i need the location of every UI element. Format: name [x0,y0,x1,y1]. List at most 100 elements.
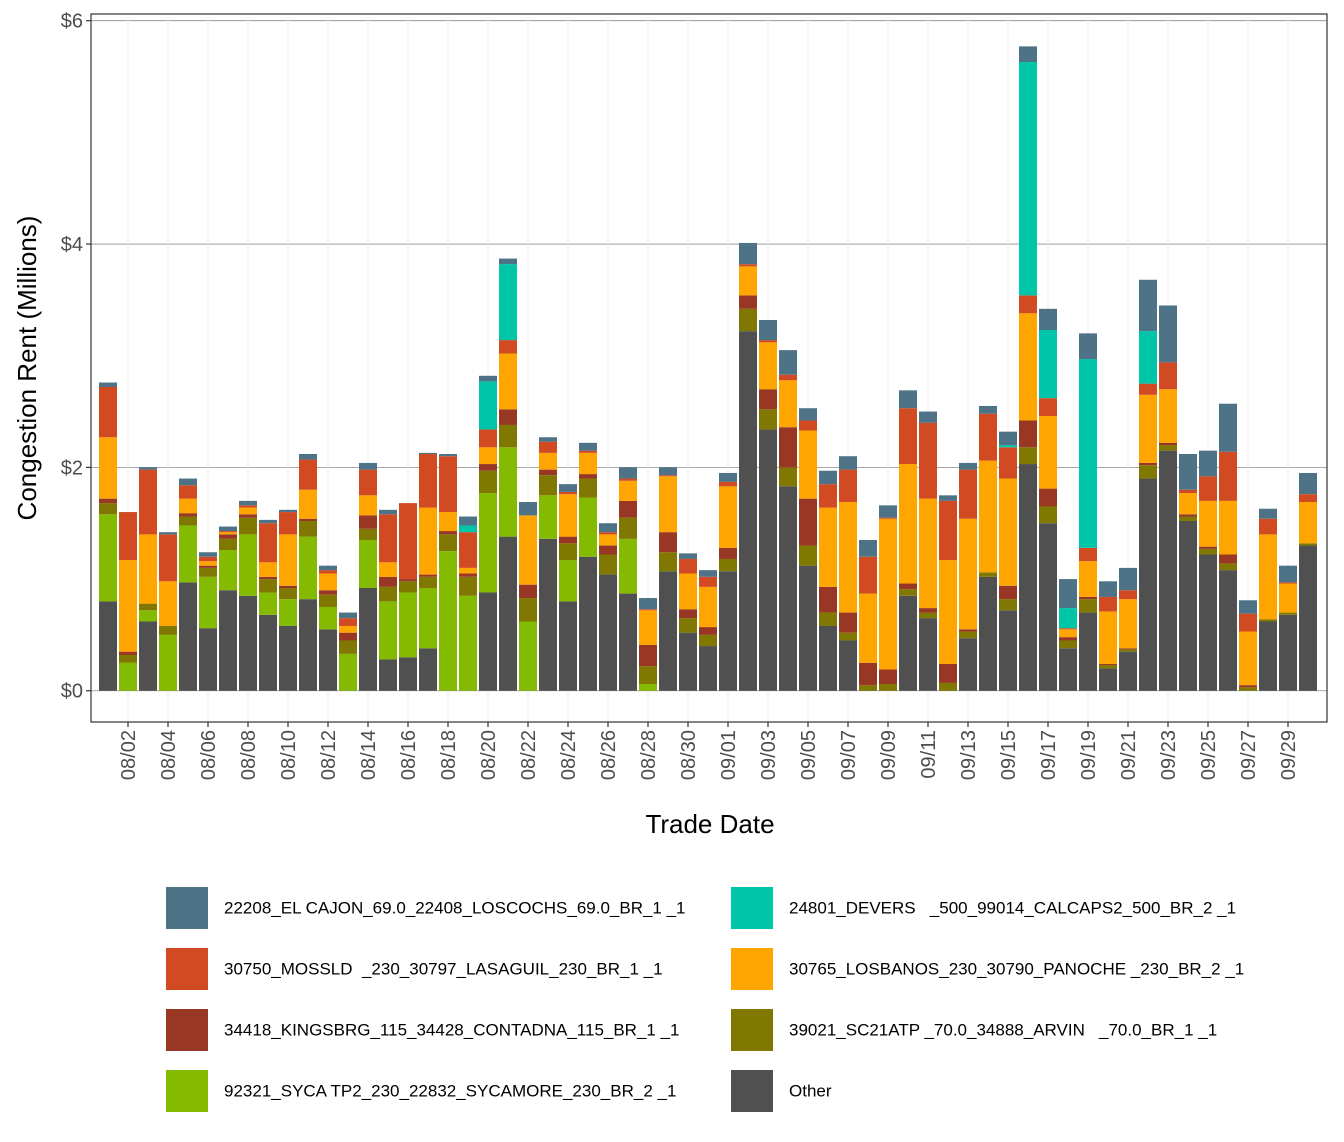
bar-segment [339,640,357,654]
bar-segment [1279,612,1297,615]
bar-segment [259,614,277,691]
bar-segment [679,609,697,619]
bar-segment [599,523,617,533]
bar-segment [839,632,857,641]
bar-segment [999,445,1017,448]
bar-segment [239,595,257,691]
legend-key [731,1070,773,1112]
bar-segment [539,495,557,539]
x-tick-label: 09/07 [838,730,860,780]
bar-segment [639,644,657,667]
bar-segment [99,601,117,691]
bar-segment [399,581,417,593]
bar-segment [119,512,137,561]
bar-segment [619,517,637,539]
bar-segment [1179,516,1197,521]
bar-segment [119,560,137,652]
bar-segment [979,460,997,573]
bar-segment [779,467,797,487]
bar-segment [119,654,137,663]
bar-segment [819,625,837,691]
bar-segment [159,581,177,626]
bar-segment [299,520,317,537]
y-tick-label: $6 [61,11,83,33]
bar-segment [359,462,377,470]
x-tick-label: 09/29 [1278,730,1300,780]
bar-segment [879,505,897,518]
bar-segment [599,545,617,555]
bar-segment [699,570,717,577]
x-tick-label: 08/10 [278,730,300,780]
bar-segment [559,601,577,691]
bar-segment [499,536,517,691]
bar-segment [1019,447,1037,465]
bar-segment [219,550,237,591]
bar-segment [1159,442,1177,446]
bar-segment [239,534,257,596]
bar-segment [1159,305,1177,363]
bar-segment [639,598,657,610]
bar-segment [459,567,477,574]
bar-segment [959,631,977,639]
bar-segment [339,632,357,641]
bar-segment [1079,333,1097,360]
bar-segment [459,573,477,577]
x-tick-label: 09/19 [1078,730,1100,780]
bar-segment [999,599,1017,611]
legend-label: 22208_EL CAJON_69.0_22408_LOSCOCHS_69.0_… [224,898,686,917]
bar-segment [99,386,117,438]
bar-segment [119,651,137,655]
bar-segment [879,669,897,685]
bar-segment [799,545,817,566]
bar-segment [839,640,857,691]
bar-segment [1259,518,1277,535]
legend-label: 30765_LOSBANOS_230_30790_PANOCHE _230_BR… [789,959,1244,978]
bar-segment [559,543,577,561]
bar-segment [439,551,457,691]
bar-segment [519,502,537,516]
bar-segment [1039,398,1057,417]
bar-segment [1219,403,1237,452]
bar-segment [1139,478,1157,691]
bar-segment [979,413,997,461]
bar-segment [1139,279,1157,332]
bar-segment [539,475,557,496]
bar-segment [1259,621,1277,691]
bar-segment [979,572,997,577]
bar-segment [299,518,317,521]
bar-segment [1279,583,1297,613]
bar-segment [899,589,917,596]
bar-segment [1059,640,1077,649]
bar-segment [719,547,737,559]
bar-segment [1099,611,1117,664]
bar-segment [899,408,917,465]
bar-segment [539,441,557,453]
bar-segment [639,610,657,645]
bar-segment [1099,663,1117,666]
bar-segment [459,595,477,691]
bar-segment [199,567,217,577]
bar-segment [1239,687,1257,691]
bar-segment [579,450,597,453]
x-tick-label: 09/11 [918,730,940,779]
bar-segment [799,565,817,691]
bar-segment [719,486,737,548]
bar-segment [899,595,917,691]
bar-segment [599,554,617,575]
bar-segment [1019,62,1037,296]
bar-segment [739,308,757,332]
bar-segment [1179,489,1197,494]
bar-segment [439,456,457,513]
legend-key [166,887,208,929]
bar-segment [1199,554,1217,691]
bar-segment [159,625,177,635]
x-tick-label: 08/02 [118,730,140,780]
bar-segment [359,515,377,529]
bar-segment [899,583,917,590]
bar-segment [659,476,677,533]
bar-segment [559,484,577,492]
bar-segment [319,573,337,591]
bar-segment [919,608,937,613]
bar-segment [619,500,637,518]
